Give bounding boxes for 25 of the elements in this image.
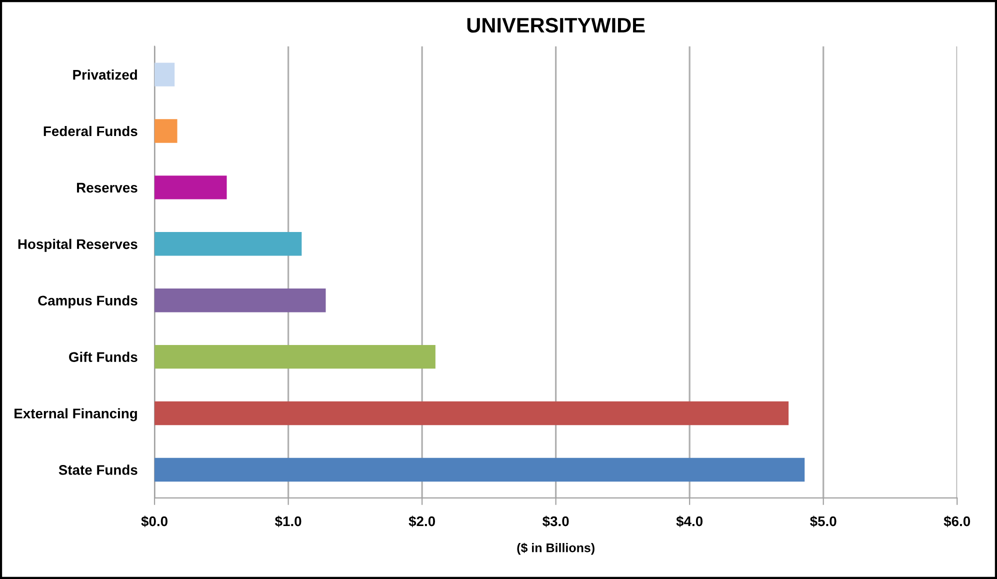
bar xyxy=(154,344,436,369)
x-tick-label: $1.0 xyxy=(274,516,302,528)
y-tick-label: External Financing xyxy=(14,408,137,422)
x-tick-label: $3.0 xyxy=(542,516,569,528)
bar xyxy=(154,458,805,482)
x-tick-label: $5.0 xyxy=(810,516,836,528)
y-tick-label: Gift Funds xyxy=(69,352,138,362)
bar xyxy=(154,62,175,86)
y-tick-label: Campus Funds xyxy=(38,295,138,308)
x-tick-label: $2.0 xyxy=(408,516,436,528)
bar xyxy=(154,176,227,200)
y-tick-label: Hospital Reserves xyxy=(18,238,138,252)
y-tick-label: State Funds xyxy=(58,464,138,475)
bar xyxy=(154,232,302,256)
x-tick-label: $6.0 xyxy=(944,516,970,528)
x-axis-title: ($ in Billions) xyxy=(517,542,594,555)
bar xyxy=(154,288,326,312)
y-tick-label: Reserves xyxy=(77,182,138,193)
y-tick-label: Privatized xyxy=(73,70,137,80)
bar xyxy=(154,119,178,143)
y-tick-label: Federal Funds xyxy=(44,126,138,136)
bar xyxy=(154,401,789,426)
chart-title: UNIVERSITYWIDE xyxy=(467,18,645,33)
x-tick-label: $4.0 xyxy=(676,516,703,528)
x-tick-label: $0.0 xyxy=(141,516,168,528)
